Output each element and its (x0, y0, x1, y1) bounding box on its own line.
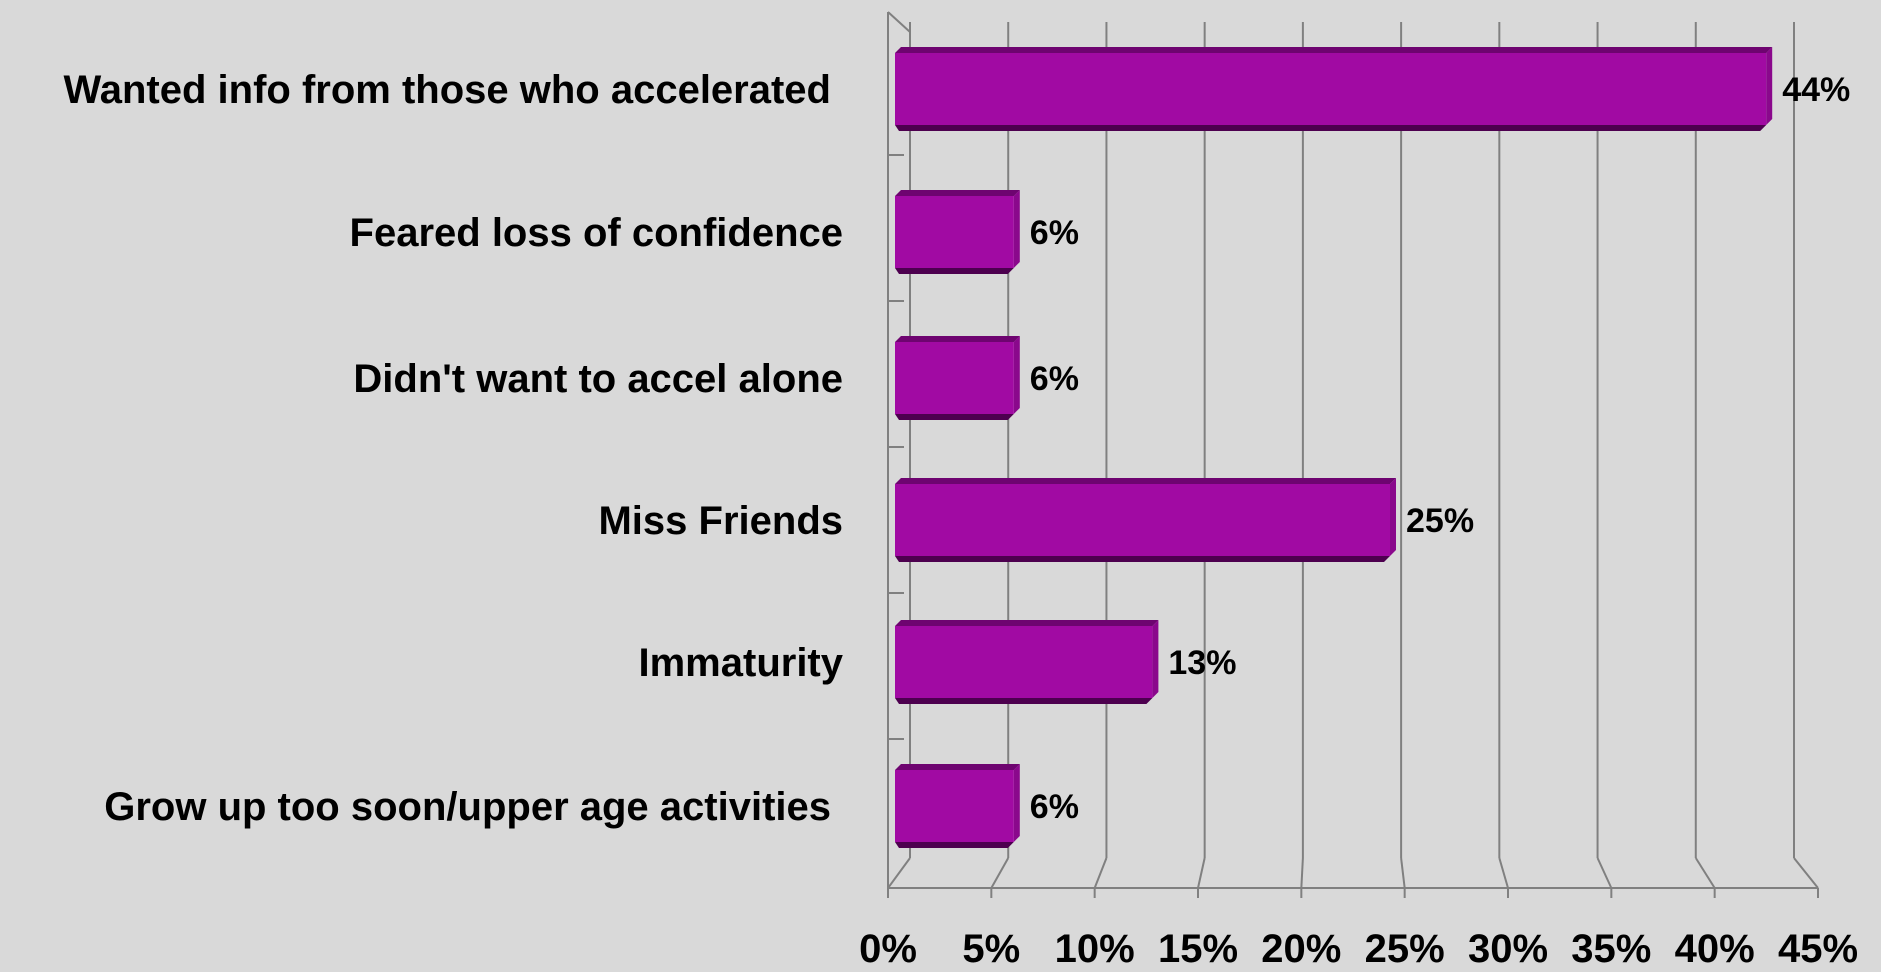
data-label: 6% (1030, 788, 1079, 826)
category-label: Feared loss of confidence (350, 211, 843, 255)
data-label: 6% (1030, 360, 1079, 398)
bar-bottom-face (895, 125, 1767, 131)
bar-front-face (895, 196, 1014, 268)
floor-gridline (887, 857, 911, 889)
x-tick-label: 15% (1158, 927, 1238, 967)
category-label: Miss Friends (598, 499, 843, 543)
x-tick-label: 25% (1365, 927, 1445, 967)
bar-front-face (895, 770, 1014, 842)
bar (895, 336, 1020, 420)
bar-bottom-face (895, 842, 1014, 848)
x-tick-label: 30% (1468, 927, 1548, 967)
bar-front-face (895, 342, 1014, 414)
axes (887, 11, 1819, 898)
bar (895, 190, 1020, 274)
bar-top-face (895, 336, 1020, 342)
bar-top-face (895, 620, 1159, 626)
bar-side-face (1013, 190, 1020, 268)
x-tick-label: 45% (1778, 927, 1858, 967)
x-tick-label: 5% (962, 927, 1020, 967)
bar-side-face (1766, 47, 1773, 125)
bar (895, 620, 1159, 704)
bar-top-face (895, 190, 1020, 196)
category-label: Immaturity (639, 641, 844, 685)
floor-gridline (990, 857, 1010, 889)
bar-top-face (895, 478, 1396, 484)
data-label: 13% (1168, 644, 1236, 682)
bar (895, 478, 1396, 562)
gridlines (887, 22, 1819, 889)
bar (895, 47, 1773, 131)
floor-gridline (1596, 857, 1613, 889)
floor-gridline (1400, 857, 1406, 889)
bar-bottom-face (895, 268, 1014, 274)
category-label: Didn't want to accel alone (353, 357, 843, 401)
bar-side-face (1390, 478, 1396, 556)
y-axis-depth-top (887, 11, 911, 33)
floor-gridline (1793, 857, 1819, 889)
bar (895, 764, 1020, 848)
bar-side-face (1152, 620, 1159, 698)
bar-front-face (895, 484, 1390, 556)
x-tick-label: 0% (859, 927, 917, 967)
bar-bottom-face (895, 698, 1153, 704)
data-label: 44% (1782, 71, 1850, 109)
floor-gridline (1093, 857, 1108, 889)
labels: 44% 6% 6% 25% 13% 6% Wanted info from those wh… (63, 68, 1858, 971)
bar-top-face (895, 764, 1020, 770)
bar-front-face (895, 626, 1153, 698)
bar-top-face (895, 47, 1773, 53)
bar-bottom-face (895, 556, 1390, 562)
x-tick-label: 20% (1261, 927, 1341, 967)
floor-gridline (1498, 857, 1509, 889)
bar-front-face (895, 53, 1767, 125)
data-label: 6% (1030, 214, 1079, 252)
bar-side-face (1013, 764, 1020, 842)
data-label: 25% (1406, 502, 1474, 540)
x-tick-label: 10% (1055, 927, 1135, 967)
bar-side-face (1013, 336, 1020, 414)
floor-gridline (1197, 857, 1206, 889)
bar-bottom-face (895, 414, 1014, 420)
x-tick-label: 35% (1571, 927, 1651, 967)
bars (895, 47, 1773, 848)
floor-gridline (1300, 857, 1304, 889)
floor-gridline (1694, 857, 1716, 889)
x-tick-label: 40% (1675, 927, 1755, 967)
category-label: Grow up too soon/upper age activities (104, 785, 831, 829)
category-label: Wanted info from those who accelerated (63, 68, 831, 112)
